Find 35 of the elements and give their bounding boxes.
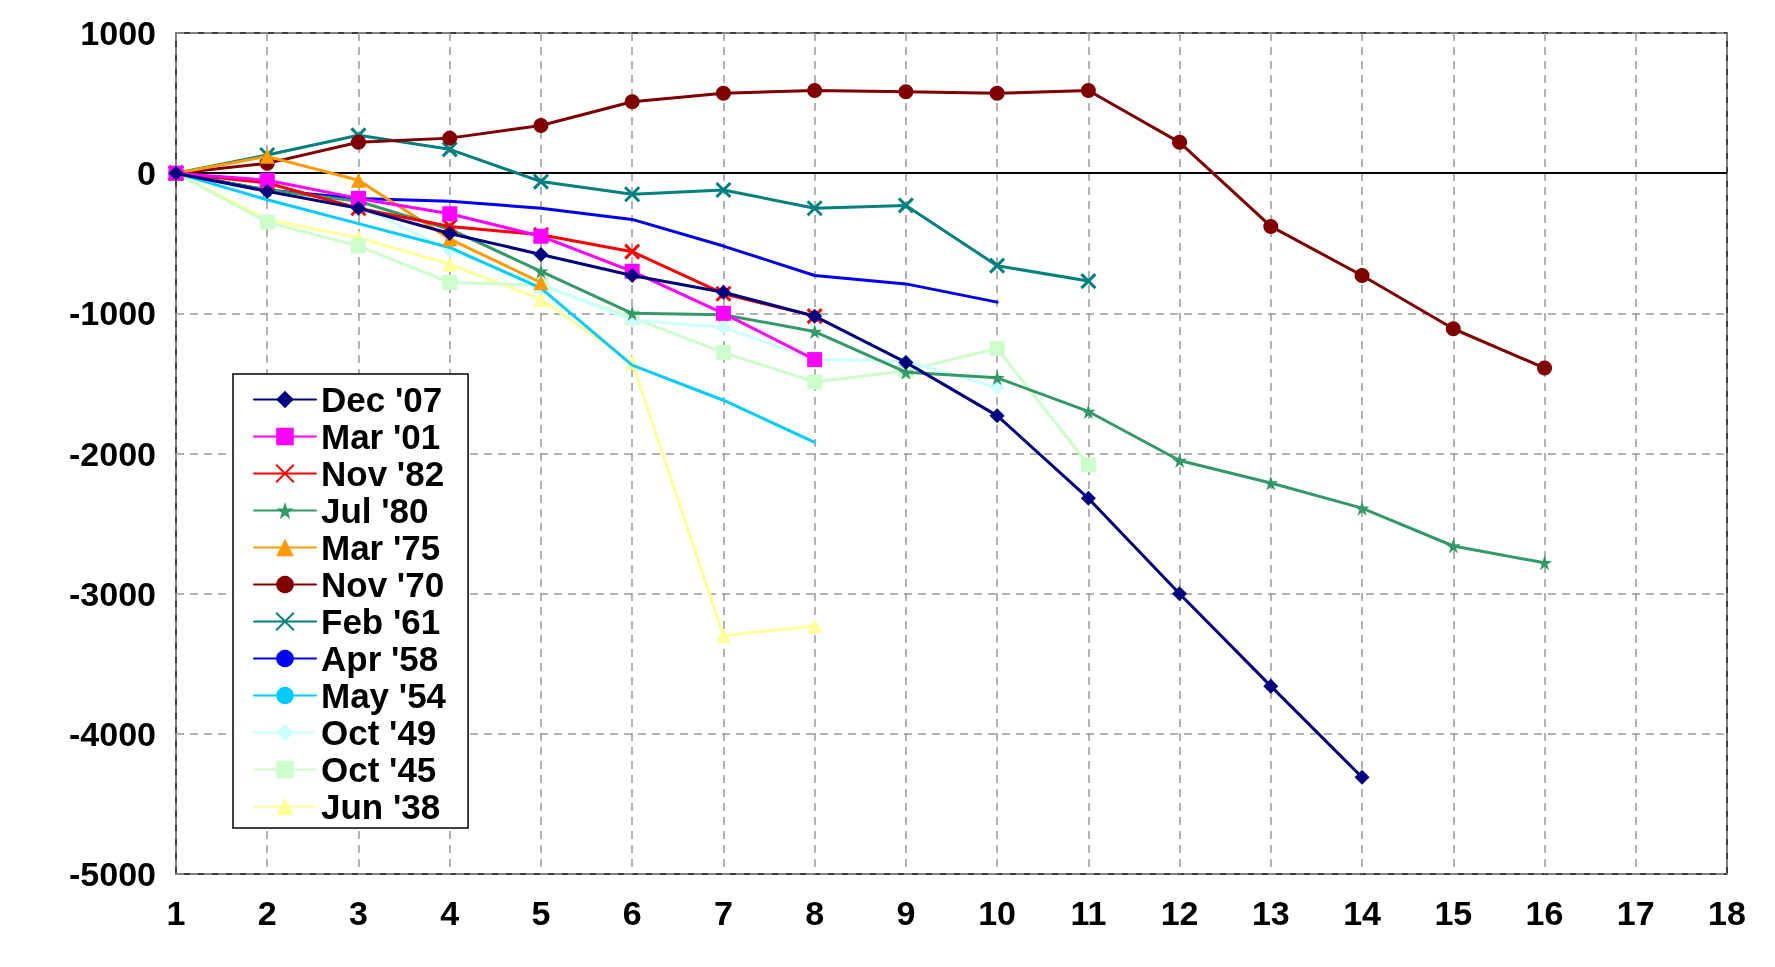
x-tick-label: 6 xyxy=(622,894,642,932)
legend-label: Oct '45 xyxy=(321,750,437,789)
x-tick-label: 1 xyxy=(166,894,186,932)
x-tick-label: 15 xyxy=(1434,894,1473,932)
x-tick-label: 12 xyxy=(1160,894,1199,932)
x-tick-label: 16 xyxy=(1525,894,1564,932)
legend-label: Apr '58 xyxy=(321,639,439,678)
legend-label: Nov '82 xyxy=(321,454,445,493)
x-tick-label: 3 xyxy=(349,894,368,932)
x-tick-label: 8 xyxy=(805,894,825,932)
y-tick-label: -4000 xyxy=(69,714,156,753)
legend-label: Jul '80 xyxy=(321,491,429,530)
legend-label: Jun '38 xyxy=(321,787,441,826)
y-tick-label: -5000 xyxy=(69,855,156,893)
x-tick-label: 14 xyxy=(1343,894,1382,932)
legend-label: Mar '01 xyxy=(321,417,441,456)
y-tick-label: 0 xyxy=(137,154,156,193)
x-tick-label: 11 xyxy=(1070,894,1107,932)
x-tick-label: 9 xyxy=(896,894,916,932)
x-tick-label: 2 xyxy=(257,894,277,932)
x-tick-label: 17 xyxy=(1616,894,1655,932)
legend-label: Mar '75 xyxy=(321,528,441,567)
x-tick-label: 13 xyxy=(1251,894,1290,932)
y-tick-label: -1000 xyxy=(69,294,156,333)
legend-label: Dec '07 xyxy=(321,380,443,419)
x-tick-label: 7 xyxy=(713,894,733,932)
legend-label: Nov '70 xyxy=(321,565,445,604)
x-tick-label: 5 xyxy=(531,894,551,932)
x-tick-label: 18 xyxy=(1708,894,1746,932)
y-tick-label: -3000 xyxy=(69,574,156,613)
x-tick-label: 10 xyxy=(978,894,1017,932)
x-tick-label: 4 xyxy=(440,894,460,932)
y-tick-label: 1000 xyxy=(80,14,156,52)
y-tick-label: -2000 xyxy=(69,434,156,473)
legend-label: Feb '61 xyxy=(321,602,441,641)
